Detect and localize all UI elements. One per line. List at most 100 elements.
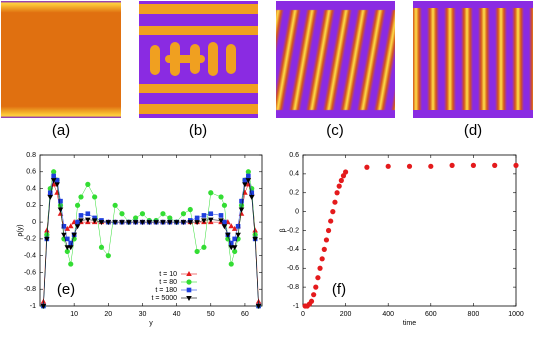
marker <box>153 220 159 226</box>
x-tick-label: 60 <box>241 311 249 318</box>
marker <box>231 225 238 231</box>
marker <box>85 217 91 223</box>
y-tick-label: -0.6 <box>287 265 299 272</box>
x-tick-label: 50 <box>207 311 215 318</box>
image-a <box>1 1 121 118</box>
marker <box>57 207 64 213</box>
y-tick-label: -0.4 <box>287 246 299 253</box>
marker <box>332 199 338 205</box>
marker <box>330 209 336 215</box>
marker <box>228 223 235 229</box>
marker <box>323 237 330 243</box>
marker <box>208 190 214 196</box>
marker <box>44 232 50 238</box>
legend-marker <box>186 287 192 293</box>
marker <box>75 219 80 225</box>
marker <box>218 218 224 224</box>
y-tick-label: 0 <box>32 219 36 226</box>
marker <box>428 163 434 169</box>
marker <box>98 220 105 226</box>
marker <box>91 218 98 224</box>
marker <box>221 224 228 230</box>
marker <box>201 213 207 218</box>
marker <box>218 213 224 218</box>
marker <box>252 227 258 233</box>
marker <box>249 190 255 196</box>
x-tick-label: 600 <box>425 311 437 318</box>
marker <box>68 240 74 246</box>
marker <box>61 232 67 238</box>
marker <box>225 232 231 238</box>
marker <box>67 223 74 229</box>
x-axis-label: time <box>403 320 416 327</box>
y-tick-label: -0.2 <box>24 236 36 243</box>
marker <box>364 164 370 170</box>
image-b <box>139 1 258 118</box>
marker <box>246 173 251 179</box>
marker <box>449 162 455 168</box>
marker <box>92 194 98 200</box>
marker <box>133 215 139 221</box>
marker <box>167 215 173 221</box>
marker <box>64 248 70 255</box>
marker <box>208 211 214 217</box>
y-tick-label: -0.8 <box>287 284 299 291</box>
marker <box>235 232 241 238</box>
marker <box>57 210 64 216</box>
x-tick-label: 0 <box>301 311 305 318</box>
marker <box>139 211 146 217</box>
marker <box>132 220 139 226</box>
legend-marker <box>186 296 192 301</box>
marker <box>238 210 245 216</box>
marker <box>146 220 153 226</box>
marker <box>194 248 200 255</box>
marker <box>187 206 193 213</box>
marker <box>51 169 57 175</box>
marker <box>50 178 57 184</box>
x-tick-label: 200 <box>340 311 352 318</box>
marker <box>232 248 238 255</box>
marker <box>231 245 238 251</box>
plot-frame <box>39 154 263 307</box>
marker <box>245 178 252 184</box>
legend-label: t = 180 <box>155 287 177 294</box>
marker <box>239 198 244 204</box>
x-tick-label: 20 <box>104 311 112 318</box>
marker <box>173 220 180 226</box>
marker <box>492 162 498 168</box>
marker <box>340 173 347 179</box>
image-c <box>276 1 395 118</box>
y-tick-label: -0.2 <box>287 227 299 234</box>
marker <box>40 304 47 309</box>
marker <box>334 190 340 196</box>
legend-label: t = 10 <box>159 271 177 278</box>
marker <box>252 232 258 238</box>
marker <box>338 177 344 184</box>
marker <box>201 218 207 224</box>
x-axis-label: y <box>149 320 153 327</box>
marker <box>336 183 342 189</box>
marker <box>47 190 53 196</box>
panel-label: (a) <box>52 122 70 139</box>
y-tick-label: 0.6 <box>289 152 299 159</box>
y-tick-label: 0.6 <box>26 169 36 176</box>
marker <box>58 198 63 204</box>
marker <box>245 181 252 187</box>
panel-label: (e) <box>57 281 75 298</box>
marker <box>98 244 105 250</box>
series-line <box>43 179 259 307</box>
marker <box>78 194 84 200</box>
series <box>302 162 519 309</box>
marker <box>319 256 325 262</box>
image-d <box>413 1 533 118</box>
legend-marker <box>186 271 192 276</box>
marker <box>105 253 111 259</box>
marker <box>242 177 248 183</box>
marker <box>71 232 77 238</box>
series <box>40 178 262 309</box>
marker <box>44 227 50 233</box>
x-tick-label: 30 <box>139 311 147 318</box>
marker <box>126 220 132 226</box>
x-tick-label: 1000 <box>508 311 524 318</box>
marker <box>228 261 234 267</box>
